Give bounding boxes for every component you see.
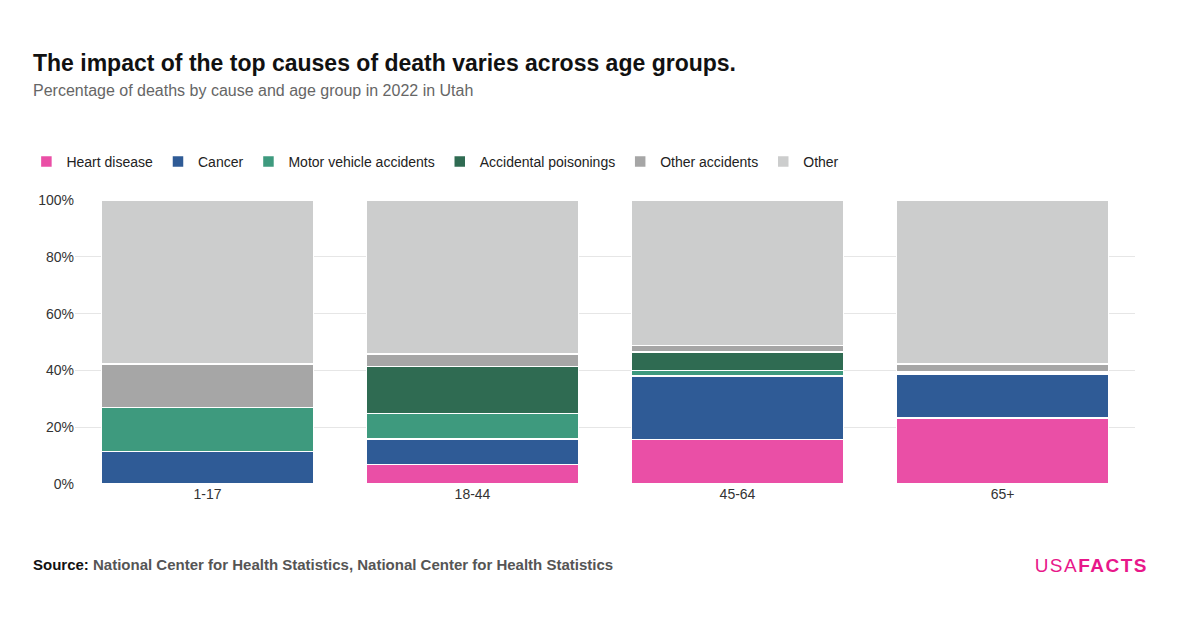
svg-text:Other: Other: [803, 154, 838, 170]
svg-text:0%: 0%: [54, 476, 74, 492]
html-text:USA FACTS: USA FACTS: [1034, 555, 1148, 576]
svg-text:20%: 20%: [46, 419, 74, 435]
html-text:Percentage of deaths by cause: Percentage of deaths by cause and age gr…: [33, 82, 474, 99]
svg-text:Accidental poisonings: Accidental poisonings: [480, 154, 615, 170]
svg-text:Motor vehicle accidents: Motor vehicle accidents: [288, 154, 434, 170]
svg-text:Heart disease: Heart disease: [66, 154, 153, 170]
svg-text:60%: 60%: [46, 306, 74, 322]
svg-text:65+: 65+: [991, 486, 1015, 502]
svg-text:Cancer: Cancer: [198, 154, 243, 170]
html-text:Source: National Center for He: Source: National Center for Health Stati…: [33, 556, 614, 573]
svg-text:45-64: 45-64: [720, 486, 756, 502]
svg-text:Other accidents: Other accidents: [660, 154, 758, 170]
svg-text:40%: 40%: [46, 362, 74, 378]
svg-text:1-17: 1-17: [193, 486, 221, 502]
svg-text:80%: 80%: [46, 249, 74, 265]
svg-text:100%: 100%: [38, 192, 74, 208]
html-text:The impact of the top causes o: The impact of the top causes of death va…: [33, 50, 736, 76]
svg-text:18-44: 18-44: [455, 486, 491, 502]
